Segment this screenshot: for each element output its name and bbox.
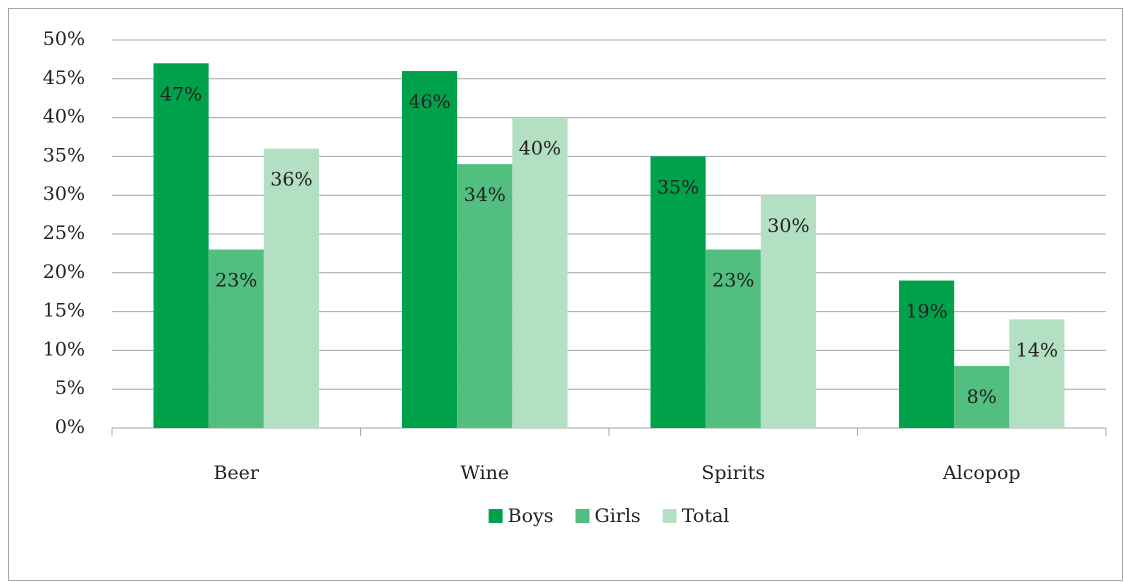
bar — [153, 63, 209, 428]
x-tick-label: Wine — [460, 462, 509, 484]
bar — [401, 71, 458, 428]
data-label: 14% — [1016, 339, 1058, 361]
y-tick-label: 15% — [43, 300, 85, 322]
bar — [457, 164, 513, 428]
data-label: 47% — [160, 83, 202, 105]
bar — [898, 280, 955, 428]
x-tick-label: Alcopop — [942, 462, 1021, 484]
x-tick-label: Spirits — [701, 462, 765, 484]
data-label: 34% — [464, 184, 506, 206]
bar — [208, 249, 264, 428]
y-tick-label: 10% — [43, 338, 85, 360]
legend-swatch — [662, 509, 677, 523]
data-label: 35% — [657, 176, 699, 198]
y-tick-label: 50% — [43, 28, 85, 50]
x-tick-label: Beer — [213, 462, 259, 484]
legend-label: Total — [682, 505, 730, 527]
bar — [705, 249, 761, 428]
data-label: 19% — [905, 301, 947, 323]
y-tick-label: 35% — [43, 144, 85, 166]
data-label: 8% — [967, 386, 997, 408]
legend-label: Girls — [595, 505, 641, 527]
y-tick-label: 20% — [43, 261, 85, 283]
y-tick-label: 30% — [43, 183, 85, 205]
data-label: 46% — [408, 91, 450, 113]
bar — [650, 156, 706, 428]
y-tick-label: 40% — [43, 106, 85, 128]
bar — [1009, 319, 1065, 428]
bar — [760, 195, 817, 428]
legend-swatch — [575, 509, 590, 523]
y-tick-label: 0% — [55, 416, 85, 438]
data-label: 30% — [767, 215, 809, 237]
bar — [512, 117, 568, 428]
y-tick-label: 25% — [43, 222, 85, 244]
legend-swatch — [488, 509, 503, 523]
data-label: 36% — [270, 169, 312, 191]
data-label: 40% — [519, 138, 561, 160]
y-tick-label: 5% — [55, 377, 85, 399]
y-tick-label: 45% — [43, 67, 85, 89]
data-label: 23% — [712, 270, 754, 292]
bar — [954, 365, 1010, 428]
legend-label: Boys — [508, 505, 554, 527]
bar — [263, 148, 320, 428]
data-label: 23% — [215, 270, 257, 292]
